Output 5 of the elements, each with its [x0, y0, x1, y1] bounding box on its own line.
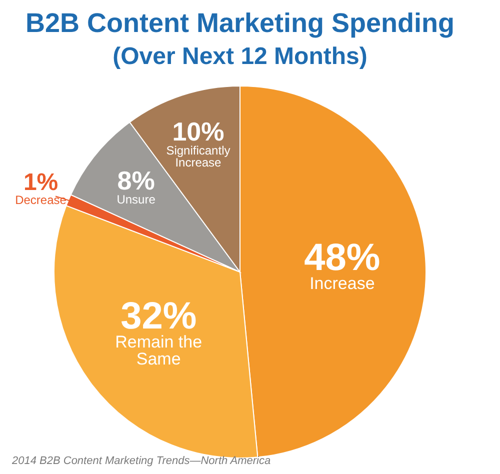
text: 2014 B2B Content Marketing Trends—North America — [11, 455, 271, 467]
chart-subtitle: (Over Next 12 Months) — [112, 43, 368, 70]
slice-label: Remain the Same — [115, 332, 202, 368]
slice-label: Increase — [310, 274, 375, 294]
chart-title: B2B Content Marketing Spending — [25, 8, 455, 38]
